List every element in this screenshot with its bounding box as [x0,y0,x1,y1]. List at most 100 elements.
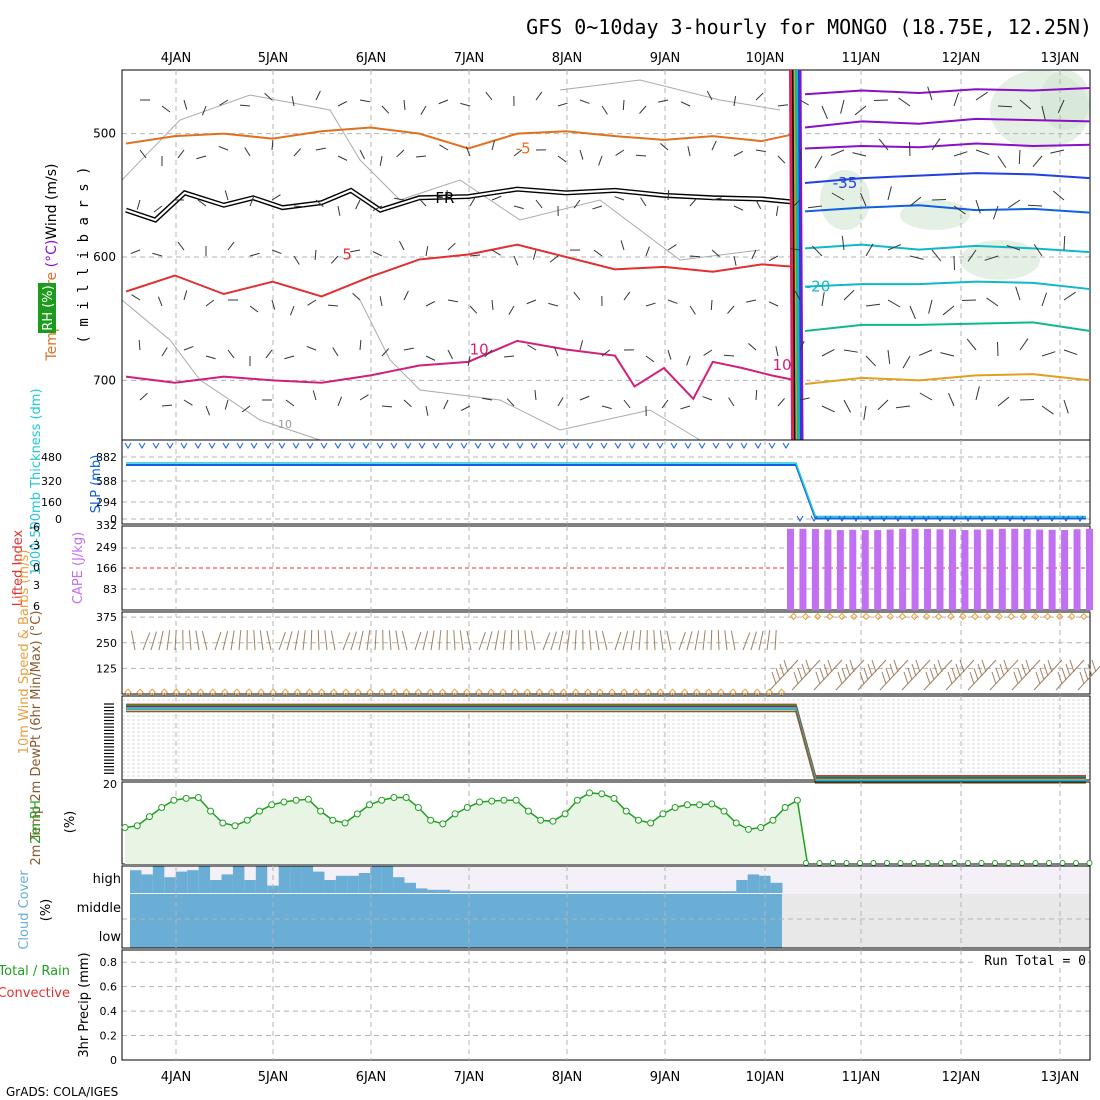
wind-barb [758,630,764,651]
wind-barb-flag [977,663,983,677]
cloud-high-cell [164,877,177,893]
wind-barb [678,632,686,651]
temperature-contour-blue35 [804,172,1091,184]
cloud-high-gap [461,866,474,894]
wind-frame [121,611,1091,695]
wind-barb [811,245,823,257]
wind-barb [314,249,317,261]
wind-barb [689,255,701,258]
slp-marker [446,442,454,449]
wind-barb [831,192,845,201]
cloud-high-gap [770,866,783,894]
wind-barb [510,630,513,651]
wind-barb [310,630,313,651]
wind-barb [183,399,193,406]
wind-barb [686,355,691,366]
thickness-slp-panel: 0 160 320 480 0 294 588 882 1000-500mb Thickness… [29,388,1091,576]
wind-barb [381,405,393,408]
wind-barb-flag [995,667,1001,681]
wind-barb [774,630,777,651]
wind-barb [446,190,449,201]
x-tick-label-top: 9JAN [650,51,681,66]
cloud-high-cell [301,866,314,893]
wind-barb [278,632,286,651]
wind-barb-flag [771,671,777,685]
wind-barb [374,630,377,651]
wind-barb [430,630,435,651]
wind-barb [686,631,693,651]
wind-barb [271,139,274,151]
y-axis-label-part: Wind (m/s) [44,163,60,239]
wind-barb-flag [999,663,1005,677]
wind-barb [227,349,235,359]
wind-barb [680,101,691,107]
wind-barb [259,630,264,651]
wind-barb [366,630,371,651]
wind-barb [238,630,242,651]
wind-barb [1057,99,1065,113]
rh-point [427,816,435,824]
wind-barb-flag [925,671,931,685]
temperature-contour-purple1 [804,87,1091,96]
temp-frame [121,695,1091,781]
bottom-x-tick-labels: 4JAN 5JAN 6JAN 7JAN 8JAN 9JAN 10JAN 11JAN 12JAN 1… [161,1070,1080,1085]
wind-speed-marker [995,612,1003,621]
wind-barb [467,355,471,366]
wind-barb [491,299,494,310]
left-tick-label: -6 [29,521,40,534]
wind-barb [931,249,942,262]
rh-contour [121,94,761,261]
contour-label: -20 [806,278,831,296]
wind-barb [227,241,235,251]
wind-speed-marker [208,688,217,696]
wind-speed-marker [450,688,459,696]
slp-marker [796,515,804,522]
wind-barb [986,297,999,307]
wind-barb [549,255,559,263]
wind-barb [997,155,1007,168]
cloud-high-cell [747,874,760,893]
wind-barb [306,345,317,351]
wind-barb [418,198,427,207]
slp-marker [740,442,748,449]
rh-point [708,800,716,808]
wind-barb [755,389,758,401]
rh-area [125,792,808,864]
slp-marker [362,442,370,449]
wind-barb [710,630,713,651]
slp-marker [978,515,986,522]
y-axis-label-right: SLP (mb) [89,455,104,514]
cape-bar [1048,529,1056,610]
wind-barb [601,630,608,651]
wind-barb [205,405,211,416]
slp-marker [964,515,972,522]
cloud-high-cell [313,871,325,893]
wind-barb [1041,105,1046,120]
wind-barb [717,630,720,651]
rh-point [634,816,642,824]
wind-speed-marker [886,612,895,621]
wind-barb [312,390,317,401]
wind-barb-flag [951,667,957,681]
wind-speed-marker [753,688,761,696]
cloud-high-cell [290,866,303,893]
wind-barb [447,242,456,251]
wind-barb-flag [805,659,811,673]
cloud-high-gap [450,866,463,894]
wind-barb [416,155,427,158]
rh-point [951,860,958,866]
wind-speed-marker [571,688,580,696]
wind-barb [843,349,858,353]
slp-marker [166,442,174,449]
y-tick-label: 0.2 [100,1030,118,1043]
wind-barb [482,397,493,401]
wind-barb-flag [1057,671,1063,685]
wind-speed-marker [172,688,181,696]
cloud-high-gap [496,866,508,894]
slp-marker [432,442,440,449]
cloud-frame [121,865,1091,949]
cloud-high-cell [198,866,211,893]
rh-point [512,796,520,804]
wind-barb-flag [947,671,953,685]
wind-barb [222,630,229,651]
